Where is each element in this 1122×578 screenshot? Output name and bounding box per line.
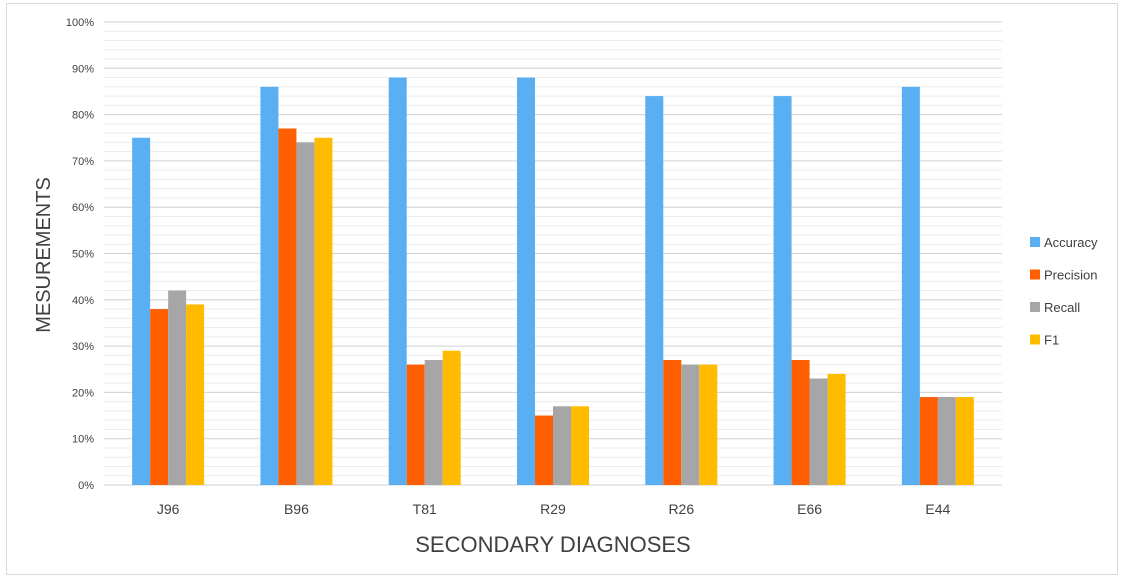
bar-f1-e44 [955, 397, 974, 485]
bar-recall-r29 [553, 406, 571, 485]
bar-accuracy-j96 [132, 137, 151, 485]
bar-precision-r29 [535, 415, 553, 485]
bar-precision-r26 [663, 359, 682, 485]
legend-label-f1: F1 [1044, 333, 1059, 348]
bar-precision-e44 [919, 397, 938, 485]
x-tick-label: J96 [157, 501, 180, 517]
legend-label-recall: Recall [1044, 300, 1080, 315]
bar-f1-r29 [571, 406, 589, 485]
bar-accuracy-t81 [388, 77, 407, 485]
y-tick-label: 40% [72, 295, 94, 307]
y-tick-label: 10% [72, 434, 94, 446]
x-tick-label: E44 [925, 501, 950, 517]
bar-recall-t81 [424, 359, 443, 485]
legend-swatch-recall [1030, 302, 1040, 312]
bar-f1-b96 [314, 137, 333, 485]
x-axis-ticks: J96 B96 T81 R29 R26 E66 E44 [157, 501, 951, 517]
bar-recall-e44 [937, 397, 956, 485]
x-tick-label: R29 [540, 501, 566, 517]
y-tick-label: 100% [66, 17, 94, 29]
y-axis-ticks: 0% 10% 20% 30% 40% 50% 60% 70% 80% 90% 100% [66, 17, 94, 492]
bar-accuracy-r29 [517, 77, 535, 485]
bar-precision-j96 [150, 309, 169, 485]
y-tick-label: 30% [72, 341, 94, 353]
x-tick-label: B96 [284, 501, 309, 517]
y-tick-label: 80% [72, 110, 94, 122]
bar-precision-e66 [791, 359, 810, 485]
x-axis-label: SECONDARY DIAGNOSES [415, 532, 690, 557]
bar-recall-r26 [681, 364, 700, 485]
bar-accuracy-e66 [773, 96, 792, 485]
bar-accuracy-r26 [645, 96, 664, 485]
y-tick-label: 90% [72, 63, 94, 75]
x-tick-label: R26 [668, 501, 694, 517]
x-tick-label: E66 [797, 501, 822, 517]
bar-precision-b96 [278, 128, 297, 486]
legend-label-precision: Precision [1044, 268, 1097, 283]
y-tick-label: 60% [72, 202, 94, 214]
bar-f1-t81 [442, 350, 461, 485]
y-axis-label: MESUREMENTS [33, 177, 55, 333]
x-tick-label: T81 [413, 501, 437, 517]
bar-f1-e66 [827, 373, 846, 485]
y-tick-label: 50% [72, 249, 94, 261]
grid-lines [104, 21, 1002, 486]
bar-recall-e66 [809, 378, 828, 485]
bar-f1-j96 [186, 304, 205, 485]
bar-precision-t81 [406, 364, 425, 485]
y-tick-label: 0% [78, 480, 94, 492]
bar-f1-r26 [699, 364, 718, 485]
legend: Accuracy Precision Recall F1 [1030, 235, 1098, 348]
y-tick-label: 70% [72, 156, 94, 168]
legend-swatch-accuracy [1030, 237, 1040, 247]
legend-swatch-precision [1030, 269, 1040, 280]
bar-accuracy-b96 [260, 86, 279, 485]
y-tick-label: 20% [72, 387, 94, 399]
bar-accuracy-e44 [901, 86, 920, 485]
bar-recall-b96 [296, 142, 315, 485]
bar-recall-j96 [168, 290, 187, 485]
legend-swatch-f1 [1030, 334, 1040, 345]
bars [132, 77, 974, 486]
legend-label-accuracy: Accuracy [1044, 235, 1098, 250]
